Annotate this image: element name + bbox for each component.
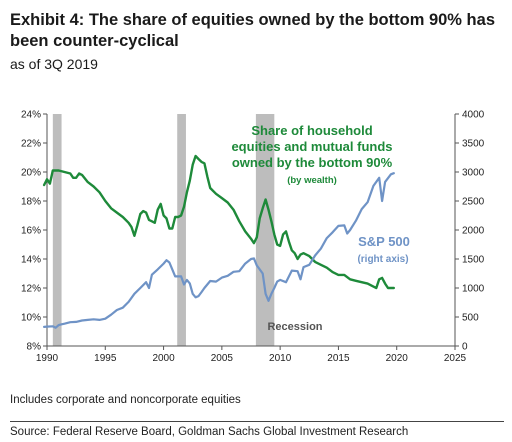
chart-subtitle: as of 3Q 2019 (10, 56, 98, 72)
sp500-sublabel: (right axis) (357, 254, 408, 265)
right-tick-label: 1500 (462, 255, 485, 266)
left-tick-label: 14% (21, 255, 41, 266)
left-tick-label: 20% (21, 168, 41, 179)
left-tick-label: 16% (21, 226, 41, 237)
right-tick-label: 3000 (462, 168, 485, 179)
x-tick-label: 2000 (152, 353, 175, 364)
left-tick-label: 12% (21, 284, 41, 295)
right-tick-label: 3500 (462, 139, 485, 150)
source-line: Source: Federal Reserve Board, Goldman S… (10, 426, 409, 438)
x-tick-label: 2010 (269, 353, 292, 364)
sp500-label: S&P 500 (358, 234, 410, 249)
recession-band (255, 114, 275, 346)
x-tick-label: 2015 (327, 353, 350, 364)
chart-note: Includes corporate and noncorporate equi… (10, 394, 241, 406)
household-share-label: Share of household (251, 123, 372, 138)
right-tick-label: 4000 (462, 110, 485, 121)
x-tick-label: 1995 (94, 353, 117, 364)
household-share-label: equities and mutual funds (231, 139, 392, 154)
right-tick-label: 0 (462, 342, 468, 353)
household-share-line (42, 154, 395, 290)
left-tick-label: 22% (21, 139, 41, 150)
chart: 1990 1995 2000 2005 2010 2015 2020 2025 8% 10% 12%… (21, 110, 485, 365)
chart-title: Exhibit 4: The share of equities owned b… (10, 11, 495, 50)
x-tick-label: 1990 (36, 353, 59, 364)
x-tick-label: 2025 (444, 353, 467, 364)
right-tick-label: 500 (462, 313, 479, 324)
recession-band (52, 114, 62, 346)
right-tick-label: 2500 (462, 197, 485, 208)
right-tick-label: 1000 (462, 284, 485, 295)
left-tick-label: 24% (21, 110, 41, 121)
recession-label: Recession (267, 321, 322, 333)
sp500-line (43, 172, 395, 329)
footer-divider (10, 421, 504, 422)
x-tick-label: 2020 (386, 353, 409, 364)
right-tick-label: 2000 (462, 226, 485, 237)
recession-band (177, 114, 186, 346)
left-tick-label: 10% (21, 313, 41, 324)
household-share-label: owned by the bottom 90% (232, 155, 393, 170)
household-share-sublabel: (by wealth) (287, 175, 337, 186)
x-tick-label: 2005 (211, 353, 234, 364)
left-tick-label: 8% (27, 342, 42, 353)
left-tick-label: 18% (21, 197, 41, 208)
